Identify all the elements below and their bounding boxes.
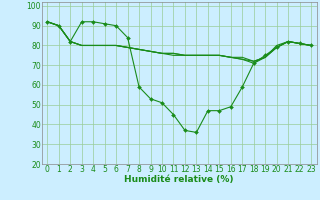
X-axis label: Humidité relative (%): Humidité relative (%) [124, 175, 234, 184]
